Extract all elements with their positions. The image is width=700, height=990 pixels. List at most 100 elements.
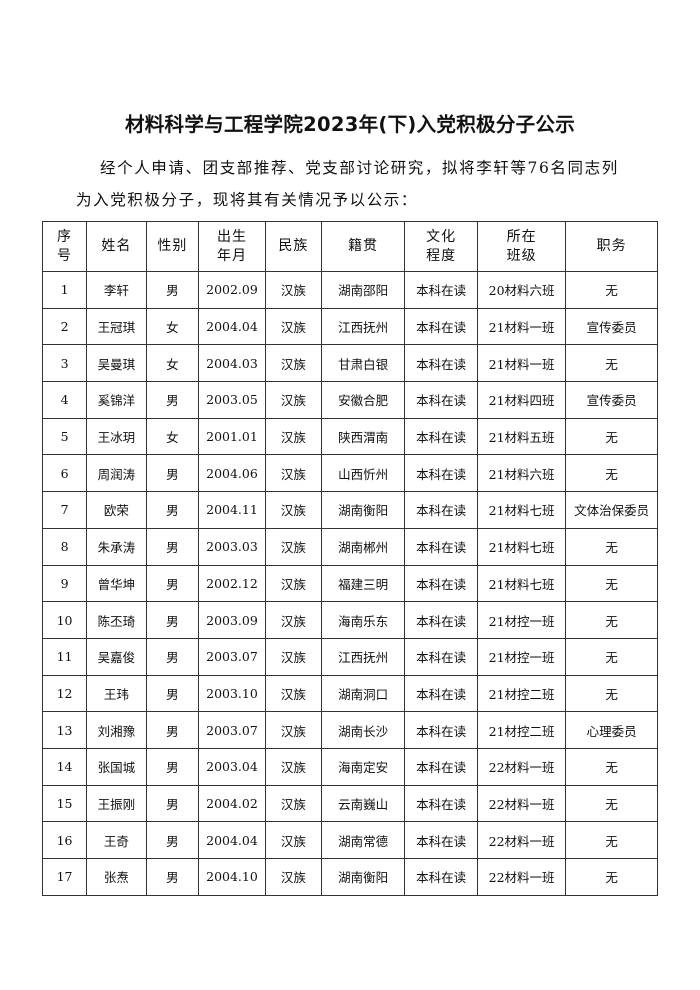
cell-index: 9 [41,564,88,603]
header-text: 职务 [596,238,627,254]
cell-birth: 2004.11 [198,491,266,529]
cell-education: 本科在读 [404,344,478,383]
header-index: 序号 [41,221,88,272]
cell-class: 21材料七班 [476,527,567,566]
cell-index: 16 [41,821,88,859]
cell-index: 4 [41,381,88,419]
cell-ethnicity: 汉族 [264,858,322,896]
cell-position: 无 [565,858,658,896]
cell-hometown: 湖南邵阳 [320,271,406,309]
cell-class: 22材料一班 [476,858,567,896]
cell-education: 本科在读 [404,747,478,786]
cell-name: 张国城 [86,747,147,786]
cell-name: 陈丕琦 [86,601,147,639]
cell-name: 王冰玥 [86,417,147,456]
cell-position: 心理委员 [565,711,658,749]
cell-name: 曾华坤 [86,564,147,603]
cell-gender: 男 [145,454,200,493]
cell-education: 本科在读 [404,271,478,309]
cell-class: 21材料四班 [476,381,567,419]
cell-birth: 2003.09 [198,601,266,639]
cell-education: 本科在读 [404,784,478,823]
cell-birth: 2003.04 [198,747,266,786]
cell-position: 文体治保委员 [565,491,658,529]
cell-hometown: 甘肃白银 [320,344,406,383]
cell-education: 本科在读 [404,601,478,639]
cell-position: 无 [565,271,658,309]
cell-hometown: 湖南常德 [320,821,406,859]
table-row: 5 王冰玥女 2001.01 汉族 陕西渭南 本科在读 21材料五班无 [41,417,658,456]
cell-gender: 男 [145,564,200,603]
cell-education: 本科在读 [404,381,478,419]
table-row: 11 吴嘉俊男 2003.07 汉族 江西抚州 本科在读 21材控一班无 [41,637,658,676]
cell-ethnicity: 汉族 [264,271,322,309]
header-education: 文化 程度 [404,221,478,272]
header-name: 姓名 [86,221,147,272]
cell-gender: 男 [145,747,200,786]
cell-position: 无 [565,417,658,456]
header-text: 程度 [426,247,457,264]
cell-name: 张焘 [86,858,147,896]
cell-birth: 2004.02 [198,784,266,823]
cell-birth: 2001.01 [198,417,266,456]
cell-ethnicity: 汉族 [264,381,322,419]
cell-ethnicity: 汉族 [264,674,322,713]
cell-gender: 女 [145,344,200,383]
cell-position: 宣传委员 [565,381,658,419]
cell-index: 15 [41,784,88,823]
table-row: 16 王奇男 2004.04 汉族 湖南常德 本科在读 22材料一班无 [41,821,658,859]
cell-education: 本科在读 [404,307,478,346]
cell-hometown: 湖南长沙 [320,711,406,749]
cell-gender: 男 [145,637,200,676]
table-row: 3 吴曼琪女 2004.03 汉族 甘肃白银 本科在读 21材料一班无 [41,344,658,383]
cell-ethnicity: 汉族 [264,527,322,566]
cell-education: 本科在读 [404,637,478,676]
cell-gender: 男 [145,674,200,713]
cell-class: 21材控一班 [476,601,567,639]
cell-hometown: 湖南郴州 [320,527,406,566]
cell-ethnicity: 汉族 [264,344,322,383]
header-text: 性别 [157,238,188,254]
cell-hometown: 江西抚州 [320,307,406,346]
table-row: 7 欧荣男 2004.11 汉族 湖南衡阳 本科在读 21材料七班 文体治保委员 [41,491,658,529]
cell-index: 7 [41,491,88,529]
cell-position: 无 [565,601,658,639]
cell-name: 李轩 [86,271,147,309]
header-text: 号 [57,247,73,264]
cell-birth: 2004.04 [198,307,266,346]
cell-birth: 2002.09 [198,271,266,309]
cell-position: 无 [565,674,658,713]
cell-gender: 男 [145,271,200,309]
cell-position: 无 [565,564,658,603]
cell-ethnicity: 汉族 [264,491,322,529]
table-row: 2 王冠琪女 2004.04 汉族 江西抚州 本科在读 21材料一班 宣传委员 [41,307,658,346]
table-row: 9 曾华坤男 2002.12 汉族 福建三明 本科在读 21材料七班无 [41,564,658,603]
cell-hometown: 山西忻州 [320,454,406,493]
cell-gender: 男 [145,601,200,639]
header-ethnicity: 民族 [264,221,322,272]
header-class: 所在 班级 [476,221,567,272]
table-row: 6 周润涛男 2004.06 汉族 山西忻州 本科在读 21材料六班无 [41,454,658,493]
cell-hometown: 福建三明 [320,564,406,603]
candidates-table: 序号姓名 性别 出生 年月 民族 籍贯 文化 程度 所在 班级 职务 1 李轩男 2002.09 汉族 湖南… [41,221,658,896]
header-position: 职务 [565,221,658,272]
cell-name: 王冠琪 [86,307,147,346]
cell-index: 13 [41,711,88,749]
cell-index: 2 [41,307,88,346]
table-row: 4 奚锦洋男 2003.05 汉族 安徽合肥 本科在读 21材料四班 宣传委员 [41,381,658,419]
cell-gender: 男 [145,858,200,896]
cell-name: 刘湘豫 [86,711,147,749]
header-hometown: 籍贯 [320,221,406,272]
cell-index: 14 [41,747,88,786]
table-row: 12 王玮男 2003.10 汉族 湖南洞口 本科在读 21材控二班无 [41,674,658,713]
cell-class: 21材料六班 [476,454,567,493]
cell-gender: 女 [145,307,200,346]
cell-position: 无 [565,747,658,786]
header-text: 姓名 [101,238,132,254]
cell-education: 本科在读 [404,417,478,456]
cell-position: 宣传委员 [565,307,658,346]
cell-education: 本科在读 [404,527,478,566]
cell-education: 本科在读 [404,711,478,749]
cell-name: 朱承涛 [86,527,147,566]
cell-position: 无 [565,527,658,566]
